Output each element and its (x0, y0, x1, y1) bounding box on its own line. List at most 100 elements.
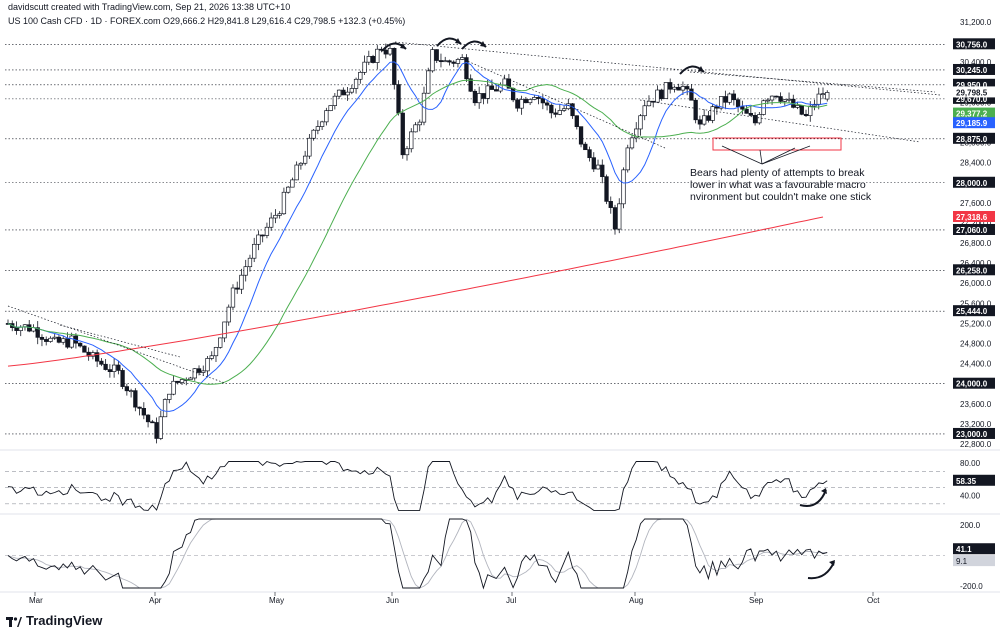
candle (561, 108, 567, 111)
candle (209, 355, 214, 359)
candle (672, 86, 677, 90)
candle (201, 370, 206, 373)
osc2-value-label: 41.1 (956, 545, 972, 554)
level-tag (953, 264, 995, 276)
trendline (394, 41, 941, 96)
candle (48, 337, 53, 342)
candle (774, 95, 779, 98)
y-tick-label: 22,800.0 (960, 440, 992, 449)
candle (230, 287, 236, 308)
arrow-head-icon (698, 66, 704, 72)
candle (468, 78, 473, 92)
candle (782, 99, 787, 102)
candle (400, 112, 405, 156)
candle (689, 88, 694, 101)
y-tick-label: 26,000.0 (960, 279, 992, 288)
level-tag-label: 27,060.0 (956, 226, 988, 235)
candle (44, 339, 49, 342)
osc1-y-tick: 40.00 (960, 492, 981, 501)
candle (744, 108, 749, 114)
osc1-value-label: 58.35 (956, 477, 977, 486)
candle (69, 335, 74, 348)
candle (786, 98, 792, 101)
candle (175, 380, 180, 383)
candle (14, 327, 19, 331)
candle (536, 97, 541, 99)
annotation-line: Bears had plenty of attempts to break (690, 167, 865, 179)
candle (718, 96, 724, 109)
level-tag-label: 23,000.0 (956, 430, 988, 439)
candle (222, 321, 227, 339)
candle (358, 71, 363, 80)
candle (269, 217, 274, 228)
level-tag-label: 29,950.0 (956, 81, 988, 90)
candle (489, 85, 495, 90)
y-tick-label: 27,200.0 (960, 219, 992, 228)
candle (680, 86, 686, 91)
y-tick-label: 25,200.0 (960, 319, 992, 328)
osc2-signal-label: 9.1 (956, 557, 968, 566)
candle (39, 336, 45, 340)
candle (642, 105, 647, 117)
price-tag-label: 29,798.5 (956, 88, 988, 97)
candle (349, 88, 354, 93)
candle (638, 115, 643, 130)
candle (549, 104, 554, 114)
y-tick-label: 23,200.0 (960, 420, 992, 429)
annotation-pointer (761, 145, 811, 165)
candle (277, 213, 282, 216)
candle (795, 105, 800, 108)
candle (196, 368, 202, 373)
candle (481, 93, 486, 99)
y-tick-label: 25,600.0 (960, 299, 992, 308)
candle (557, 110, 562, 115)
candle (311, 129, 316, 139)
price-tag (953, 86, 995, 98)
candle (570, 103, 575, 117)
candle (472, 90, 478, 104)
candle (612, 207, 618, 230)
candle (655, 89, 660, 103)
candle (430, 49, 435, 72)
candle (769, 95, 775, 101)
x-tick-label: May (269, 596, 284, 605)
price-tag-label: 29,185.9 (956, 119, 988, 128)
candle (808, 105, 813, 117)
candle (370, 56, 376, 63)
oscillator-panel-2 (5, 518, 945, 590)
osc1-line (7, 460, 828, 511)
candle (315, 126, 321, 131)
axes: 31,200.030,800.030,400.030,000.029,600.0… (0, 18, 1000, 605)
candle (668, 82, 673, 90)
level-tag-label: 26,258.0 (956, 266, 988, 275)
level-tag-label: 28,875.0 (956, 135, 988, 144)
trendline (639, 99, 921, 143)
candle (158, 416, 163, 439)
tradingview-logo-text: TradingView (26, 613, 103, 628)
candle (413, 124, 418, 133)
candle (392, 48, 397, 85)
candle (324, 110, 329, 123)
osc2-arrow (807, 561, 835, 580)
candle (447, 60, 452, 63)
candle (697, 119, 703, 125)
candle (663, 82, 669, 99)
candle (78, 342, 83, 347)
candle (341, 89, 346, 96)
candle (86, 351, 91, 357)
candle (438, 60, 444, 63)
candle (205, 358, 210, 372)
candle (404, 148, 410, 156)
candle (65, 338, 70, 348)
y-tick-label: 26,800.0 (960, 239, 992, 248)
candle (578, 126, 584, 145)
candle (820, 93, 826, 96)
candle (583, 143, 588, 151)
candle (302, 155, 308, 164)
y-tick-label: 23,600.0 (960, 400, 992, 409)
osc1-value-tag (953, 474, 995, 486)
candle (52, 336, 57, 339)
tradingview-logo-icon (6, 614, 22, 628)
candle (778, 96, 783, 102)
